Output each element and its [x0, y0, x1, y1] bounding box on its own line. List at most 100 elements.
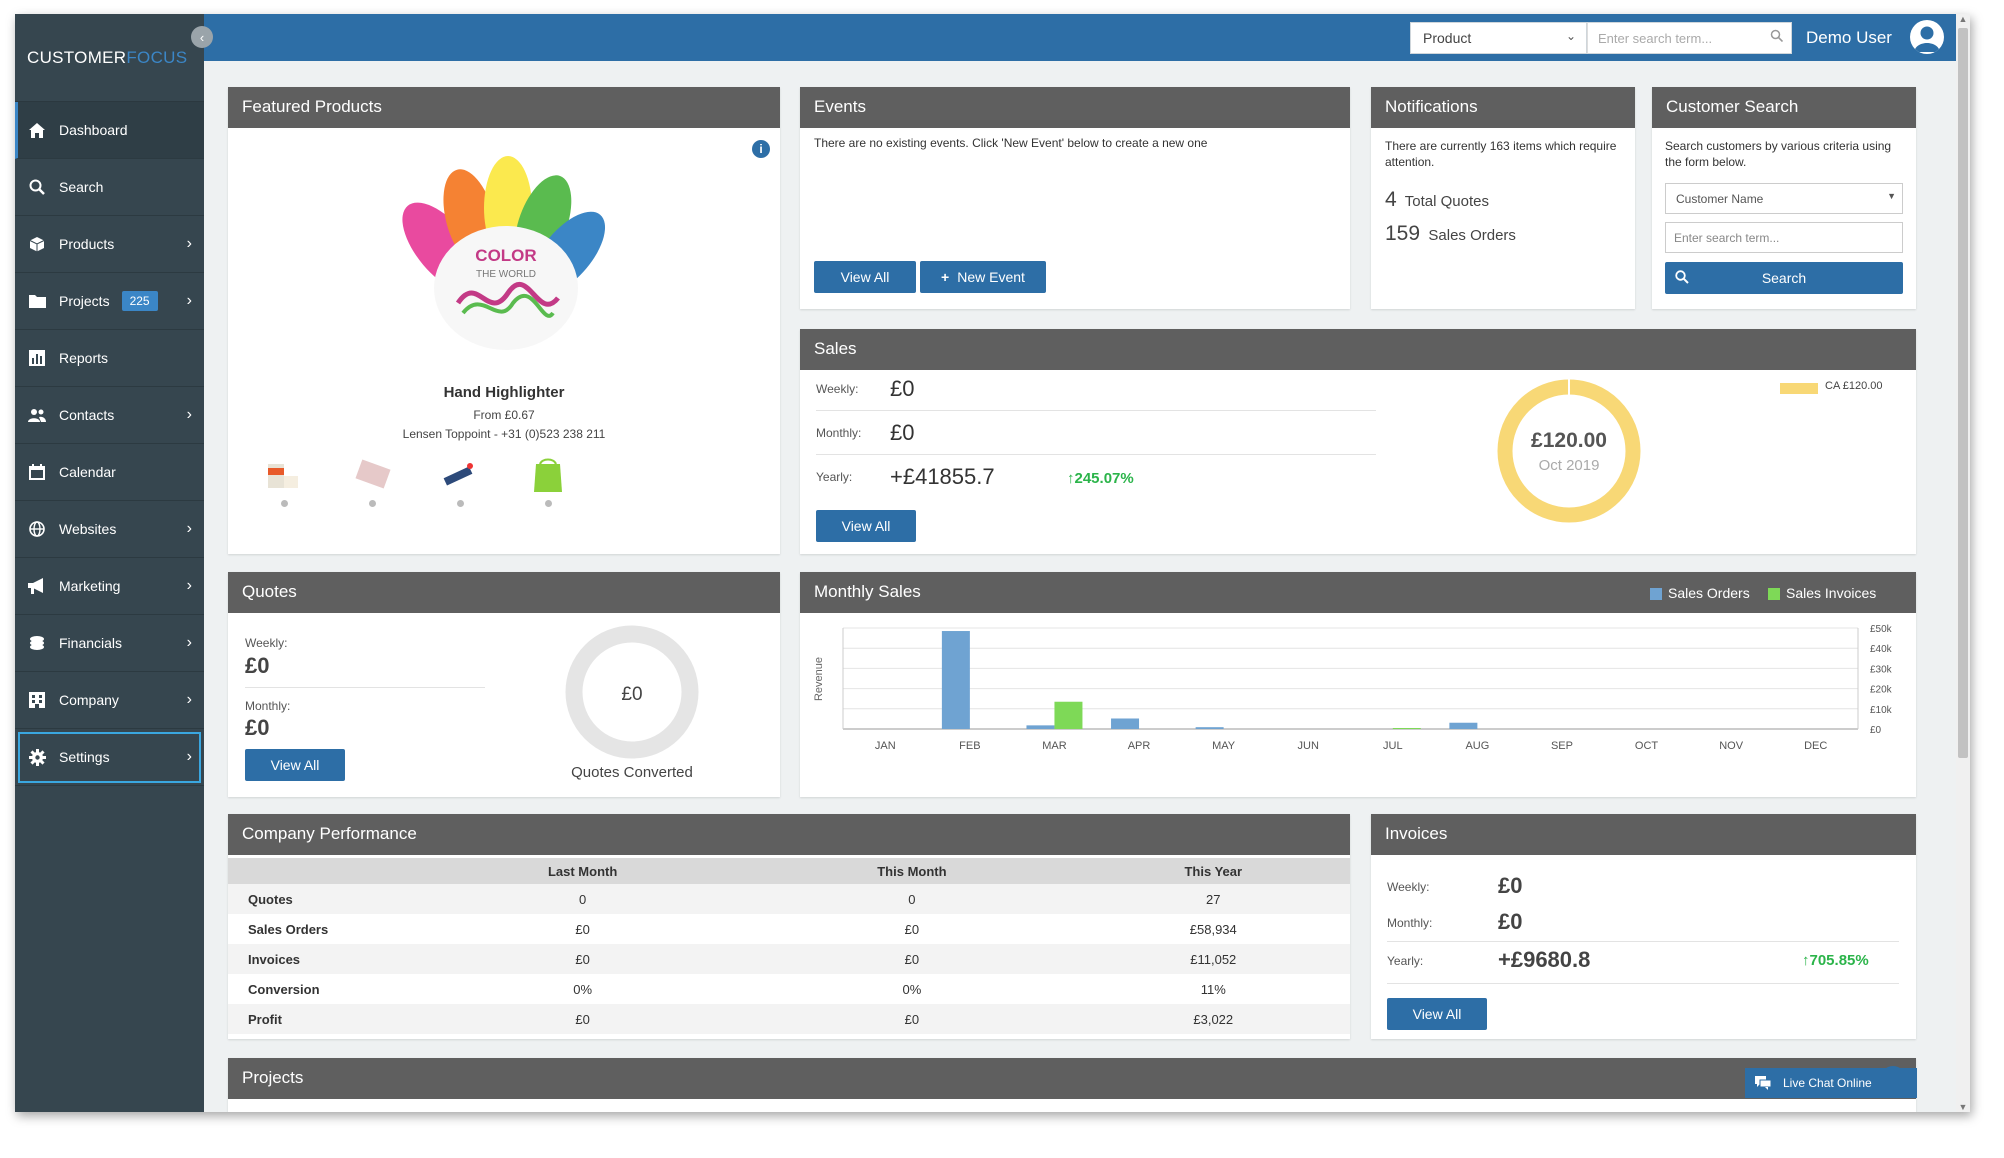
avatar[interactable]	[1910, 20, 1944, 54]
sidebar-item-search[interactable]: Search	[15, 159, 204, 216]
monthly-sales-chart[interactable]: £50k £40k £30k £20k £10k £0 Revenue JAN FEB MAR AP…	[800, 613, 1916, 797]
sidebar-item-financials[interactable]: Financials ›	[15, 615, 204, 672]
sidebar: CUSTOMER FOCUS Dashboard Search Products …	[15, 14, 204, 1112]
panel-title: Quotes	[228, 572, 780, 613]
projects-panel: Projects ◠	[228, 1058, 1916, 1112]
quotes-view-all-button[interactable]: View All	[245, 749, 345, 781]
sidebar-item-label: Company	[59, 692, 119, 708]
sidebar-item-label: Projects	[59, 293, 110, 309]
folder-icon	[27, 291, 47, 311]
product-image-text: COLOR	[475, 246, 536, 265]
customer-search-select[interactable]: Customer Name ▼	[1665, 183, 1903, 214]
top-search-input[interactable]: Enter search term...	[1587, 22, 1792, 54]
carousel-dot[interactable]	[545, 500, 552, 507]
search-icon	[27, 177, 47, 197]
brand-part1: CUSTOMER	[27, 47, 127, 67]
quotes-donut-chart[interactable]: £0	[563, 623, 701, 761]
coins-icon	[27, 633, 47, 653]
new-event-label: New Event	[957, 269, 1025, 285]
arrow-up-icon: ↑	[1067, 470, 1075, 487]
search-icon[interactable]	[1770, 29, 1784, 45]
total-quotes-row[interactable]: 4 Total Quotes	[1385, 188, 1489, 212]
legend-label-invoices[interactable]: Sales Invoices	[1786, 585, 1877, 601]
plus-icon: +	[941, 269, 950, 285]
chevron-left-icon: ‹	[199, 29, 205, 45]
user-name[interactable]: Demo User	[1806, 28, 1892, 47]
table-cell: 27	[1076, 884, 1350, 914]
bar-sales-orders	[1026, 725, 1055, 729]
sales-donut-chart[interactable]: £120.00 Oct 2019	[1493, 375, 1645, 527]
sidebar-item-projects[interactable]: Projects 225 ›	[15, 273, 204, 330]
y-tick-label: £0	[1870, 725, 1882, 736]
bar-sales-invoices	[1054, 701, 1083, 729]
new-event-button[interactable]: + New Event	[920, 261, 1046, 293]
table-cell: £0	[575, 921, 590, 937]
events-view-all-button[interactable]: View All	[814, 261, 916, 293]
customer-search-button[interactable]: Search	[1665, 262, 1903, 294]
sidebar-item-label: Marketing	[59, 578, 121, 594]
scroll-down-icon[interactable]: ▼	[1958, 1102, 1968, 1112]
sales-orders-row[interactable]: 159 Sales Orders	[1385, 222, 1516, 246]
customer-search-panel: Customer Search Search customers by vari…	[1652, 87, 1916, 309]
product-thumbnail[interactable]	[264, 458, 302, 492]
sidebar-item-contacts[interactable]: Contacts ›	[15, 387, 204, 444]
sidebar-item-company[interactable]: Company ›	[15, 672, 204, 729]
bar-chart-icon	[27, 348, 47, 368]
sidebar-item-label: Financials	[59, 635, 123, 651]
invoices-view-all-button[interactable]: View All	[1387, 998, 1487, 1030]
sidebar-item-products[interactable]: Products ›	[15, 216, 204, 273]
chevron-right-icon: ›	[186, 520, 192, 537]
search-icon	[1675, 270, 1689, 287]
x-tick-label: MAR	[1042, 740, 1067, 752]
sales-yearly-change: ↑245.07%	[1067, 470, 1134, 487]
sidebar-item-dashboard[interactable]: Dashboard	[15, 102, 204, 159]
table-cell: £3,022	[1076, 1004, 1350, 1034]
sidebar-item-marketing[interactable]: Marketing ›	[15, 558, 204, 615]
table-cell: 11%	[1200, 981, 1226, 997]
x-tick-label: JUL	[1383, 740, 1403, 752]
carousel-dot[interactable]	[457, 500, 464, 507]
page-scrollbar[interactable]: ▲ ▼	[1956, 14, 1970, 1112]
legend-swatch-orders	[1650, 588, 1662, 600]
x-tick-label: SEP	[1551, 740, 1573, 752]
sales-legend-label: CA £120.00	[1825, 380, 1883, 392]
table-cell: 0	[747, 884, 1077, 914]
total-quotes-count: 4	[1385, 188, 1397, 211]
sales-orders-label: Sales Orders	[1428, 227, 1516, 244]
brand-logo[interactable]: CUSTOMER FOCUS	[15, 14, 204, 102]
product-thumbnail[interactable]	[354, 458, 392, 492]
sidebar-item-reports[interactable]: Reports	[15, 330, 204, 387]
panel-title: Monthly Sales	[814, 582, 921, 601]
info-icon[interactable]: i	[752, 140, 770, 158]
table-header-row: Last Month This Month This Year	[228, 858, 1350, 884]
sidebar-collapse-button[interactable]: ‹	[191, 26, 213, 48]
app-window: CUSTOMER FOCUS Dashboard Search Products …	[15, 14, 1970, 1112]
product-thumbnail[interactable]	[440, 458, 478, 492]
table-header-empty	[228, 858, 418, 884]
scroll-up-icon[interactable]: ▲	[1958, 14, 1968, 24]
sidebar-item-websites[interactable]: Websites ›	[15, 501, 204, 558]
customer-search-input[interactable]: Enter search term...	[1665, 222, 1903, 253]
search-type-value: Product	[1423, 30, 1472, 46]
sales-view-all-button[interactable]: View All	[816, 510, 916, 542]
quotes-panel: Quotes Weekly: £0 Monthly: £0 View All £…	[228, 572, 780, 797]
table-cell-label: Quotes	[228, 884, 418, 914]
table-cell: 0%	[902, 981, 922, 997]
carousel-dot[interactable]	[281, 500, 288, 507]
product-thumbnail[interactable]	[530, 458, 568, 496]
scrollbar-thumb[interactable]	[1958, 28, 1968, 758]
product-name[interactable]: Hand Highlighter	[443, 384, 565, 401]
customer-search-select-value: Customer Name	[1676, 192, 1764, 206]
search-type-select[interactable]: Product ⌄	[1410, 22, 1587, 54]
customer-search-placeholder: Enter search term...	[1674, 231, 1780, 245]
sidebar-item-settings[interactable]: Settings ›	[15, 729, 204, 786]
carousel-dot[interactable]	[369, 500, 376, 507]
panel-title: Customer Search	[1652, 87, 1916, 128]
product-image[interactable]: COLOR THE WORLD	[388, 153, 628, 353]
legend-label-orders[interactable]: Sales Orders	[1668, 585, 1750, 601]
sidebar-item-calendar[interactable]: Calendar	[15, 444, 204, 501]
building-icon	[27, 690, 47, 710]
live-chat-button[interactable]: Live Chat Online	[1745, 1068, 1917, 1098]
sales-orders-count: 159	[1385, 222, 1421, 245]
megaphone-icon	[27, 576, 47, 596]
